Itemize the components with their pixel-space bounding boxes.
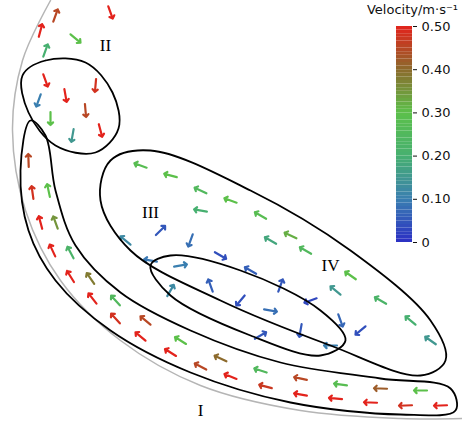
svg-text:0.40: 0.40 xyxy=(422,62,451,77)
html-text:Velocity/m·s⁻¹: Velocity/m·s⁻¹ xyxy=(367,2,458,17)
svg-text:IV: IV xyxy=(322,256,341,275)
svg-text:0.30: 0.30 xyxy=(422,105,451,120)
svg-text:0.20: 0.20 xyxy=(422,148,451,163)
svg-text:0: 0 xyxy=(422,235,430,250)
svg-text:0.10: 0.10 xyxy=(422,191,451,206)
svg-text:0.50: 0.50 xyxy=(422,19,451,34)
svg-text:I: I xyxy=(198,401,204,420)
svg-text:II: II xyxy=(100,36,112,55)
svg-text:III: III xyxy=(142,203,159,222)
